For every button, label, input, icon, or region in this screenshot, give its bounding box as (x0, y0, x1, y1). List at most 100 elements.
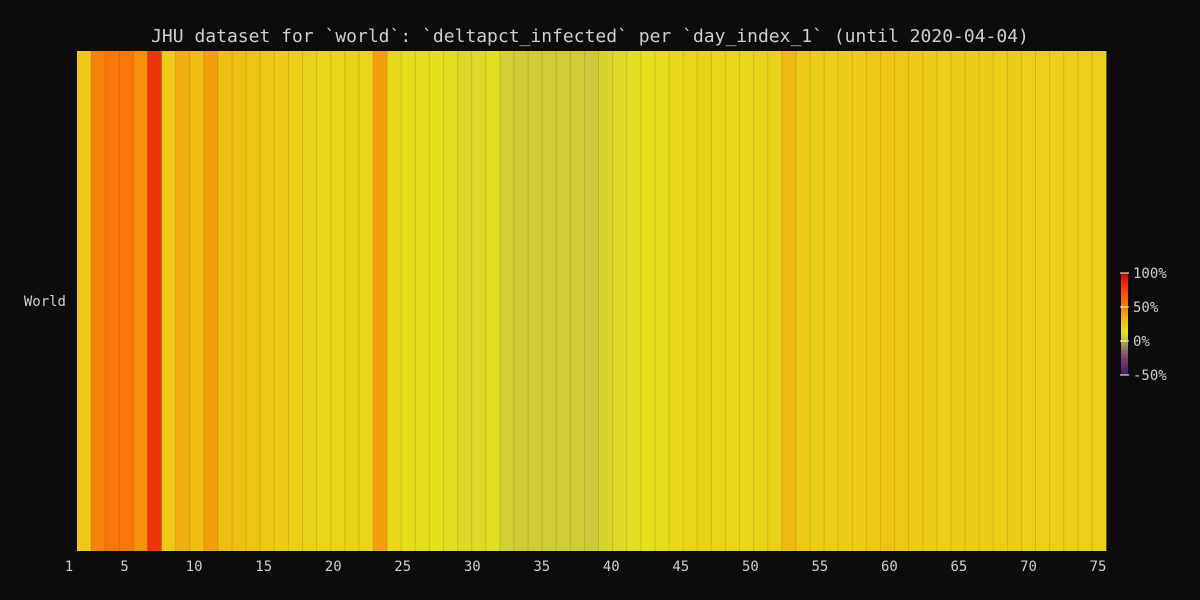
heatmap-cell (217, 51, 233, 551)
colorbar-segment (1121, 313, 1128, 316)
heatmap-cell (612, 51, 628, 551)
heatmap-cell (542, 51, 557, 551)
x-tick-label: 70 (1020, 559, 1037, 575)
heatmap-cell (753, 51, 769, 551)
colorbar-segment (1121, 286, 1128, 289)
heatmap-cell (373, 51, 388, 551)
colorbar-segment (1121, 284, 1128, 288)
heatmap-cell (950, 51, 966, 551)
heatmap-cell (852, 51, 867, 551)
heatmap-cell (683, 51, 698, 551)
colorbar-segment (1121, 274, 1128, 277)
colorbar-segment (1121, 352, 1128, 356)
colorbar-segment (1121, 283, 1128, 286)
colorbar-segment (1121, 327, 1128, 330)
heatmap-cell (330, 51, 346, 551)
heatmap-cell (119, 51, 134, 551)
colorbar-segment (1121, 366, 1128, 369)
heatmap-cell (358, 51, 374, 551)
heatmap-cell (725, 51, 740, 551)
colorbar-segment (1121, 303, 1128, 306)
heatmap-cell (457, 51, 473, 551)
heatmap-cell (556, 51, 571, 551)
heatmap-cell (697, 51, 712, 551)
colorbar-segment (1121, 329, 1128, 332)
x-axis-ticks: 1 5 10 15 20 25 30 35 40 45 50 55 60 65 70 75 (65, 559, 1107, 575)
x-tick-label: 50 (742, 559, 759, 575)
x-tick-label: 5 (120, 559, 128, 575)
heatmap-cell (894, 51, 910, 551)
colorbar-tick-label: 0% (1133, 334, 1150, 350)
heatmap-cell (443, 51, 458, 551)
heatmap-cell (598, 51, 614, 551)
colorbar-segment (1121, 301, 1128, 305)
colorbar-segment (1121, 281, 1128, 284)
colorbar-segment (1121, 371, 1128, 374)
heatmap-cell (387, 51, 402, 551)
heatmap-cell (936, 51, 952, 551)
colorbar-segment (1121, 290, 1128, 293)
x-tick-label: 20 (325, 559, 342, 575)
colorbar-segment (1121, 363, 1128, 366)
heatmap-cell (866, 51, 881, 551)
colorbar-segment (1121, 332, 1128, 335)
heatmap-cell (344, 51, 360, 551)
colorbar-segment (1121, 308, 1128, 311)
x-tick-label: 60 (881, 559, 898, 575)
row-label-world: World (24, 294, 66, 310)
x-tick-label: 45 (672, 559, 689, 575)
heatmap-cell (499, 51, 515, 551)
heatmap-cells (77, 51, 1107, 551)
colorbar-segment (1121, 291, 1128, 294)
colorbar-segment (1121, 337, 1128, 340)
colorbar-segment (1121, 305, 1128, 308)
colorbar-segment (1121, 339, 1128, 342)
colorbar-segment (1121, 298, 1128, 301)
x-tick-label: 25 (394, 559, 411, 575)
heatmap-cell (528, 51, 543, 551)
heatmap-cell (288, 51, 303, 551)
colorbar-segment (1121, 335, 1128, 339)
heatmap-cell (781, 51, 797, 551)
heatmap-cell (471, 51, 487, 551)
colorbar-segment (1121, 373, 1128, 376)
heatmap-cell (415, 51, 430, 551)
heatmap-cell (570, 51, 585, 551)
heatmap-cell (908, 51, 924, 551)
heatmap-cell (922, 51, 938, 551)
colorbar-segment (1121, 330, 1128, 333)
heatmap-cell (1049, 51, 1065, 551)
heatmap-cell (739, 51, 755, 551)
colorbar-segment (1121, 369, 1128, 373)
heatmap-cell (260, 51, 275, 551)
colorbar-segment (1121, 349, 1128, 352)
heatmap-cell (274, 51, 289, 551)
heatmap-cell (429, 51, 444, 551)
heatmap-cell (246, 51, 261, 551)
colorbar-segment (1121, 315, 1128, 318)
heatmap-cell (161, 51, 177, 551)
heatmap-cell (809, 51, 825, 551)
colorbar-segment (1121, 310, 1128, 313)
colorbar-segment (1121, 354, 1128, 357)
colorbar-segment (1121, 361, 1128, 364)
heatmap-cell (485, 51, 501, 551)
colorbar-segment (1121, 279, 1128, 282)
colorbar-segment (1121, 342, 1128, 345)
colorbar-segment (1121, 295, 1128, 298)
x-tick-label: 55 (811, 559, 828, 575)
colorbar-segment (1121, 307, 1128, 310)
colorbar: 100% 50% 0% -50% (1120, 266, 1167, 384)
colorbar-segment (1121, 296, 1128, 299)
heatmap-cell (189, 51, 205, 551)
heatmap-cell (133, 51, 148, 551)
colorbar-segment (1121, 356, 1128, 359)
heatmap-cell (795, 51, 811, 551)
heatmap-cell (979, 51, 994, 551)
x-tick-label: 15 (255, 559, 272, 575)
heatmap-cell (965, 51, 980, 551)
chart-title: JHU dataset for `world`: `deltapct_infec… (151, 26, 1029, 47)
x-tick-label: 40 (603, 559, 620, 575)
colorbar-segment (1121, 278, 1128, 281)
